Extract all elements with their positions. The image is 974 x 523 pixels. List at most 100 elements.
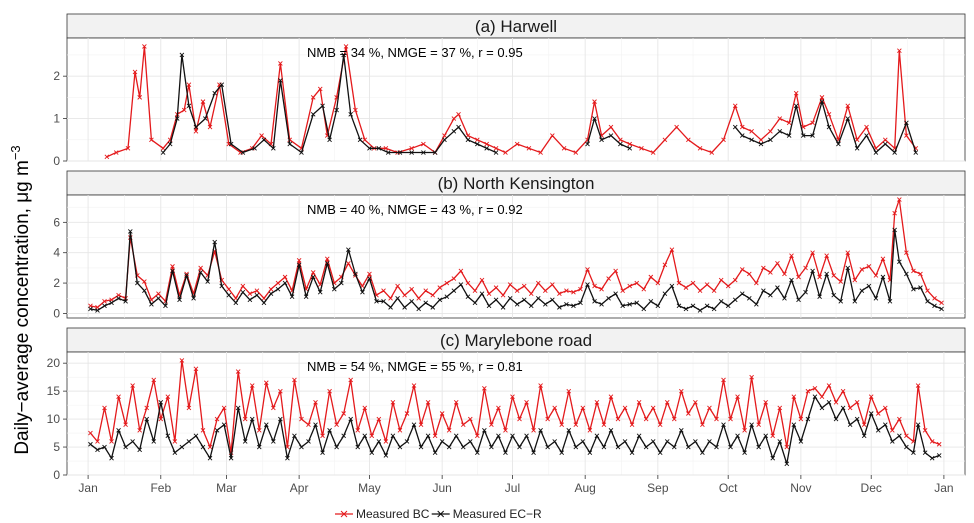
data-point	[296, 257, 302, 263]
data-point	[662, 137, 668, 143]
data-point	[761, 288, 766, 293]
data-point	[662, 291, 668, 297]
data-point	[489, 444, 494, 450]
data-point	[425, 399, 431, 405]
data-point	[531, 427, 536, 433]
data-point	[732, 124, 738, 130]
data-point	[897, 197, 902, 202]
data-point	[252, 145, 257, 151]
data-point	[845, 103, 851, 109]
data-point	[170, 268, 175, 274]
data-point	[465, 280, 471, 286]
data-point	[193, 124, 199, 130]
data-point	[355, 444, 361, 450]
data-point	[467, 439, 473, 444]
data-point	[249, 383, 255, 388]
data-point	[847, 422, 853, 428]
data-point	[278, 388, 283, 394]
data-point	[873, 150, 879, 155]
data-point	[503, 427, 508, 433]
data-point	[826, 399, 832, 405]
data-point	[418, 444, 424, 450]
y-tick-label: 15	[47, 384, 61, 398]
data-point	[793, 90, 799, 96]
data-point	[411, 422, 417, 428]
data-point	[109, 439, 114, 444]
panel-title: (c) Marylebone road	[440, 331, 592, 350]
data-point	[486, 291, 492, 297]
data-point	[456, 112, 461, 117]
data-point	[167, 141, 173, 147]
data-point	[385, 150, 391, 155]
data-point	[247, 291, 253, 297]
data-point	[446, 427, 452, 433]
data-point	[174, 116, 180, 121]
series-line	[90, 396, 940, 465]
data-point	[840, 405, 846, 411]
data-point	[381, 288, 386, 293]
data-point	[109, 300, 114, 306]
data-point	[936, 453, 942, 458]
data-point	[348, 112, 354, 117]
data-point	[904, 120, 909, 126]
data-point	[482, 427, 487, 433]
data-point	[678, 427, 684, 433]
data-point	[287, 141, 293, 147]
data-point	[761, 265, 766, 271]
data-point	[343, 44, 349, 49]
data-point	[854, 399, 860, 405]
y-tick-label: 2	[53, 69, 60, 83]
data-point	[268, 286, 274, 292]
data-point	[235, 405, 241, 411]
data-point	[669, 247, 675, 252]
data-point	[742, 450, 747, 455]
data-point	[339, 280, 344, 286]
data-point	[777, 128, 783, 134]
data-point	[268, 291, 274, 297]
data-point	[868, 394, 874, 400]
data-point	[697, 308, 703, 313]
data-point	[587, 450, 593, 455]
data-point	[484, 145, 490, 151]
data-point	[690, 280, 696, 286]
data-point	[465, 137, 471, 143]
data-point	[357, 137, 363, 143]
data-point	[831, 273, 837, 278]
data-point	[193, 433, 199, 439]
data-point	[388, 295, 393, 301]
data-point	[693, 399, 698, 405]
data-point	[925, 298, 930, 304]
data-point	[629, 422, 635, 428]
data-point	[714, 416, 719, 422]
panel-1: (a) Harwell 0 1 2 NMB = 34 %, NMGE = 37 %, r…	[53, 13, 966, 168]
data-point	[824, 253, 829, 259]
data-point	[566, 388, 572, 394]
data-point	[430, 305, 436, 310]
data-point	[489, 422, 494, 428]
data-point	[636, 399, 642, 405]
data-point	[739, 124, 745, 130]
data-point	[261, 295, 267, 301]
data-point	[334, 422, 339, 428]
data-point	[918, 271, 923, 277]
data-point	[442, 133, 447, 138]
data-point	[395, 283, 400, 289]
data-point	[606, 276, 611, 281]
data-point	[324, 261, 330, 266]
data-point	[177, 297, 182, 303]
data-point	[592, 116, 597, 121]
data-point	[775, 285, 780, 290]
data-point	[756, 444, 761, 450]
data-point	[859, 288, 865, 293]
data-point	[618, 141, 623, 147]
x-tick-label: Aug	[574, 481, 595, 495]
data-point	[465, 133, 471, 138]
data-point	[327, 137, 332, 143]
data-point	[397, 444, 403, 450]
data-point	[728, 444, 733, 450]
data-point	[550, 297, 555, 303]
data-point	[613, 268, 618, 274]
data-point	[271, 439, 276, 444]
data-point	[165, 394, 171, 400]
data-point	[411, 383, 417, 388]
